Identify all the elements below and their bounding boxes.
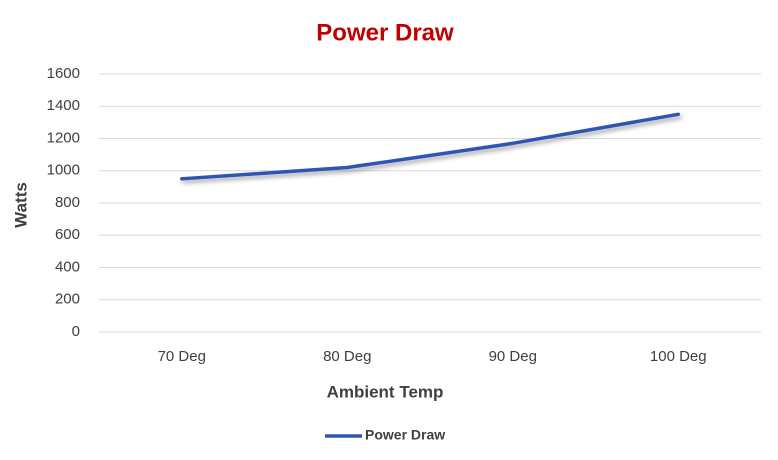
y-tick-label: 400: [55, 258, 80, 275]
x-tick-label: 80 Deg: [323, 348, 371, 365]
y-tick-label: 1000: [47, 162, 80, 179]
y-tick-label: 600: [55, 226, 80, 243]
legend-label: Power Draw: [365, 427, 445, 443]
x-axis-label: Ambient Temp: [327, 382, 444, 401]
y-tick-label: 0: [72, 323, 80, 340]
x-tick-label: 70 Deg: [158, 348, 206, 365]
y-tick-label: 1400: [47, 97, 80, 114]
x-tick-label: 100 Deg: [650, 348, 707, 365]
data-line: [180, 112, 680, 181]
y-tick-label: 1600: [47, 65, 80, 82]
x-tick-label: 90 Deg: [489, 348, 537, 365]
chart-title: Power Draw: [316, 19, 454, 46]
y-tick-label: 800: [55, 194, 80, 211]
y-tick-label: 200: [55, 291, 80, 308]
y-axis-label: Watts: [11, 182, 30, 228]
y-tick-label: 1200: [47, 129, 80, 146]
